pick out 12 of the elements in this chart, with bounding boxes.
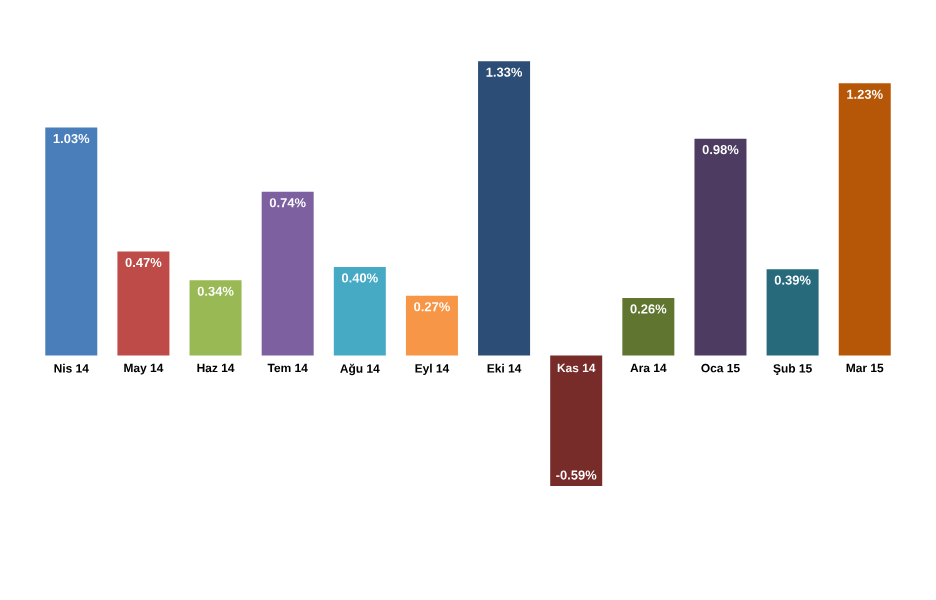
bar bbox=[622, 297, 675, 356]
bar bbox=[45, 127, 98, 356]
bar bbox=[838, 83, 891, 356]
bar bbox=[478, 61, 531, 356]
bar bbox=[694, 138, 747, 356]
bar bbox=[766, 269, 819, 356]
bar bbox=[405, 295, 458, 356]
bar bbox=[117, 251, 170, 356]
bar bbox=[189, 280, 242, 356]
bar bbox=[261, 191, 314, 356]
bar bbox=[550, 355, 603, 487]
bar bbox=[333, 266, 386, 356]
